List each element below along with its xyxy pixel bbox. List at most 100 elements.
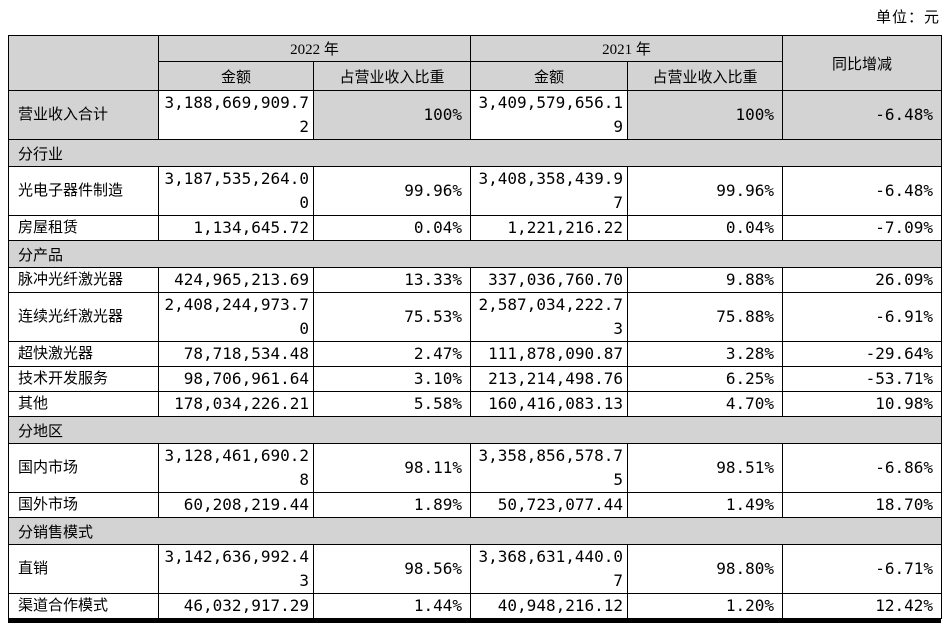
amount-2022-header: 金额 [158, 61, 314, 91]
yoy-cell: 26.09% [782, 267, 943, 293]
amount-2021-cell: 3,408,358,439.97 [470, 166, 629, 216]
year-header-row: 2022 年 2021 年 同比增减 [8, 35, 943, 91]
amount-2021-cell: 2,587,034,222.73 [470, 292, 629, 342]
ratio-2022-cell: 98.11% [312, 443, 472, 493]
ratio-2022-cell: 13.33% [312, 267, 472, 293]
ratio-2022-cell: 1.89% [312, 492, 472, 518]
amount-2022-cell: 78,718,534.48 [158, 341, 314, 367]
row-label-cell: 营业收入合计 [8, 90, 159, 140]
ratio-2021-cell: 99.96% [627, 166, 784, 216]
yoy-cell: -6.91% [782, 292, 943, 342]
table-row: 其他 178,034,226.21 5.58% 160,416,083.13 4… [8, 391, 943, 417]
ratio-2021-cell: 6.25% [627, 366, 784, 392]
yoy-header: 同比增减 [782, 35, 943, 91]
yoy-cell: -29.64% [782, 341, 943, 367]
section-label-cell: 分销售模式 [7, 517, 943, 545]
amount-2022-cell: 3,128,461,690.28 [158, 443, 314, 493]
corner-cell [8, 35, 159, 91]
revenue-breakdown-table: 2022 年 2021 年 同比增减 金额 占营业收入比重 金额 占营业收入比重… [7, 35, 943, 619]
ratio-2021-cell: 98.80% [627, 544, 784, 594]
yoy-cell: -7.09% [782, 215, 943, 241]
ratio-2022-cell: 1.44% [312, 593, 472, 619]
unit-label: 单位：元 [875, 10, 940, 26]
table-row: 技术开发服务 98,706,961.64 3.10% 213,214,498.7… [8, 366, 943, 392]
row-label-cell: 光电子器件制造 [8, 166, 159, 216]
ratio-2021-cell: 75.88% [627, 292, 784, 342]
section-label-cell: 分地区 [7, 416, 943, 444]
ratio-2022-cell: 75.53% [312, 292, 472, 342]
table-header: 2022 年 2021 年 同比增减 金额 占营业收入比重 金额 占营业收入比重 [8, 35, 943, 91]
yoy-cell: -53.71% [782, 366, 943, 392]
table-row: 超快激光器 78,718,534.48 2.47% 111,878,090.87… [8, 341, 943, 367]
row-label-cell: 国外市场 [8, 492, 159, 518]
ratio-2022-cell: 98.56% [312, 544, 472, 594]
row-label-cell: 其他 [8, 391, 159, 417]
table-row: 国外市场 60,208,219.44 1.89% 50,723,077.44 1… [8, 492, 943, 518]
row-label-cell: 连续光纤激光器 [8, 292, 159, 342]
section-row: 分行业 [7, 139, 943, 167]
amount-2022-cell: 3,187,535,264.00 [158, 166, 314, 216]
year-2022-header: 2022 年 [157, 35, 472, 62]
row-label-cell: 超快激光器 [8, 341, 159, 367]
amount-2021-cell: 50,723,077.44 [470, 492, 629, 518]
section-label-cell: 分行业 [7, 139, 943, 167]
table-row: 直销 3,142,636,992.43 98.56% 3,368,631,440… [8, 544, 943, 594]
row-label-cell: 国内市场 [8, 443, 159, 493]
table-row: 脉冲光纤激光器 424,965,213.69 13.33% 337,036,76… [8, 267, 943, 293]
ratio-2022-cell: 2.47% [312, 341, 472, 367]
ratio-2021-cell: 98.51% [627, 443, 784, 493]
amount-2021-cell: 3,368,631,440.07 [470, 544, 629, 594]
yoy-cell: -6.48% [782, 90, 943, 140]
table-row: 渠道合作模式 46,032,917.29 1.44% 40,948,216.12… [8, 593, 943, 619]
ratio-2021-cell: 100% [627, 90, 784, 140]
yoy-cell: -6.86% [782, 443, 943, 493]
row-label-cell: 脉冲光纤激光器 [8, 267, 159, 293]
amount-2021-cell: 337,036,760.70 [470, 267, 629, 293]
amount-2021-header: 金额 [470, 61, 629, 91]
amount-2022-cell: 3,188,669,909.72 [158, 90, 314, 140]
ratio-2022-header: 占营业收入比重 [312, 61, 472, 91]
yoy-cell: 12.42% [782, 593, 943, 619]
yoy-cell: -6.48% [782, 166, 943, 216]
yoy-cell: 10.98% [782, 391, 943, 417]
ratio-2022-cell: 99.96% [312, 166, 472, 216]
table-row: 光电子器件制造 3,187,535,264.00 99.96% 3,408,35… [8, 166, 943, 216]
amount-2022-cell: 2,408,244,973.70 [158, 292, 314, 342]
table-row: 营业收入合计 3,188,669,909.72 100% 3,409,579,6… [8, 90, 943, 140]
section-label-cell: 分产品 [7, 240, 943, 268]
row-label-cell: 直销 [8, 544, 159, 594]
ratio-2022-cell: 100% [312, 90, 472, 140]
ratio-2021-header: 占营业收入比重 [627, 61, 784, 91]
amount-2021-cell: 160,416,083.13 [470, 391, 629, 417]
subheader-row: 金额 占营业收入比重 金额 占营业收入比重 [9, 61, 942, 91]
ratio-2022-cell: 3.10% [312, 366, 472, 392]
amount-2021-cell: 213,214,498.76 [470, 366, 629, 392]
amount-2022-cell: 1,134,645.72 [158, 215, 314, 241]
amount-2021-cell: 3,409,579,656.19 [470, 90, 629, 140]
amount-2022-cell: 98,706,961.64 [158, 366, 314, 392]
section-row: 分销售模式 [7, 517, 943, 545]
row-label-cell: 技术开发服务 [8, 366, 159, 392]
amount-2022-cell: 178,034,226.21 [158, 391, 314, 417]
ratio-2021-cell: 4.70% [627, 391, 784, 417]
amount-2021-cell: 40,948,216.12 [470, 593, 629, 619]
section-row: 分产品 [7, 240, 943, 268]
table-row: 房屋租赁 1,134,645.72 0.04% 1,221,216.22 0.0… [8, 215, 943, 241]
ratio-2021-cell: 1.20% [627, 593, 784, 619]
section-row: 分地区 [7, 416, 943, 444]
table-row: 国内市场 3,128,461,690.28 98.11% 3,358,856,5… [8, 443, 943, 493]
amount-2022-cell: 60,208,219.44 [158, 492, 314, 518]
amount-2022-cell: 46,032,917.29 [158, 593, 314, 619]
ratio-2021-cell: 0.04% [627, 215, 784, 241]
revenue-table-container: 2022 年 2021 年 同比增减 金额 占营业收入比重 金额 占营业收入比重… [7, 35, 943, 623]
row-label-cell: 渠道合作模式 [8, 593, 159, 619]
year-2021-header: 2021 年 [470, 35, 784, 62]
amount-2021-cell: 3,358,856,578.75 [470, 443, 629, 493]
ratio-2021-cell: 1.49% [627, 492, 784, 518]
ratio-2021-cell: 3.28% [627, 341, 784, 367]
ratio-2022-cell: 0.04% [312, 215, 472, 241]
row-label-cell: 房屋租赁 [8, 215, 159, 241]
amount-2022-cell: 424,965,213.69 [158, 267, 314, 293]
yoy-cell: 18.70% [782, 492, 943, 518]
table-row: 连续光纤激光器 2,408,244,973.70 75.53% 2,587,03… [8, 292, 943, 342]
